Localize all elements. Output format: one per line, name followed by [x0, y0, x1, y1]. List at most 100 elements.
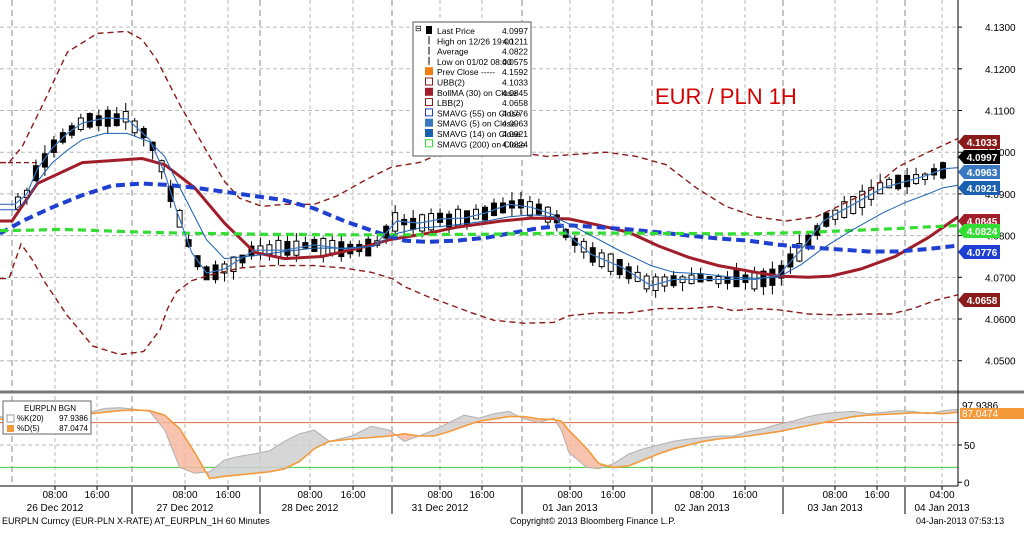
osc-tag-label: 87.0474 — [962, 409, 999, 420]
osc-tag-box — [960, 408, 1024, 419]
osc-fill-above — [688, 437, 704, 445]
candle-body — [212, 264, 219, 281]
xtick-label: 16:00 — [84, 490, 109, 501]
legend-value: 4.0776 — [502, 108, 528, 118]
xtick-label: 16:00 — [340, 490, 365, 501]
main-plot — [0, 30, 958, 356]
candle-body — [86, 113, 93, 128]
candle-body — [697, 273, 704, 283]
legend-value: 4.0997 — [502, 26, 528, 36]
legend-value: 4.0575 — [502, 57, 528, 67]
osc-fill-above — [643, 444, 659, 460]
lbb-line — [0, 242, 958, 356]
legend-label: SMAVG (14) on Close — [437, 129, 521, 139]
price-tag-box — [958, 224, 1000, 238]
date-label: 26 Dec 2012 — [27, 503, 84, 514]
date-label: 31 Dec 2012 — [412, 503, 469, 514]
osc-ytick-label: 0 — [964, 478, 970, 489]
bollma-line — [0, 156, 958, 279]
price-tag-label: 4.0776 — [967, 248, 998, 259]
osc-fill-above — [838, 411, 854, 420]
smavg14-line — [0, 132, 958, 279]
osc-fill-below — [523, 416, 539, 423]
price-tag-box — [958, 165, 1000, 179]
price-tag: 4.0658 — [958, 293, 1000, 307]
osc-legend-value: 97.9386 — [59, 414, 88, 423]
candle-body — [733, 268, 740, 288]
legend-value: 4.1033 — [502, 78, 528, 88]
candle-body — [167, 185, 174, 202]
legend-label: Prev Close ----- — [437, 67, 495, 77]
osc-legend-label: %K(20) — [17, 414, 44, 423]
legend-value: 4.0845 — [502, 88, 528, 98]
xtick-label: 16:00 — [469, 490, 494, 501]
candle-body — [571, 237, 578, 246]
ytick-label: 4.1100 — [985, 107, 1015, 118]
candle-body — [473, 208, 480, 220]
ytick-label: 4.1200 — [985, 65, 1016, 76]
price-tag-box — [958, 293, 1000, 307]
osc-fill-below — [568, 430, 587, 468]
date-label: 28 Dec 2012 — [282, 503, 339, 514]
osc-legend-swatch — [7, 425, 14, 432]
candle-body — [751, 272, 758, 290]
osc-fill-above — [209, 459, 225, 479]
osc-fill-above — [254, 450, 270, 474]
ytick-label: 4.0500 — [985, 357, 1016, 368]
legend-icon-outline — [425, 77, 433, 86]
date-label: 03 Jan 2013 — [807, 503, 862, 514]
legend-icon-outline — [425, 98, 433, 107]
legend-icon-outline — [425, 139, 433, 148]
xtick-label: 08:00 — [427, 490, 452, 501]
date-label: 04 Jan 2013 — [914, 503, 969, 514]
legend-value: 4.0822 — [502, 47, 528, 57]
candle-body — [284, 241, 291, 256]
osc-fill-above — [434, 422, 450, 437]
price-tag-label: 4.0921 — [967, 184, 998, 195]
price-tag-box — [958, 181, 1000, 195]
xtick-label: 08:00 — [822, 490, 847, 501]
ubb-line — [0, 30, 958, 222]
candle-body — [742, 274, 749, 283]
date-label: 27 Dec 2012 — [157, 503, 214, 514]
legend-label: LBB(2) — [437, 98, 464, 108]
price-tag: 4.0921 — [958, 181, 1000, 195]
price-tag-box — [958, 150, 1000, 164]
xtick-label: 16:00 — [215, 490, 240, 501]
footer-ticker: EURPLN Curncy (EUR-PLN X-RATE) AT_EURPLN… — [2, 516, 270, 526]
osc-legend-value: 87.0474 — [59, 424, 88, 433]
price-tag-label: 4.0845 — [967, 217, 998, 228]
legend-icon-swatch — [425, 118, 433, 127]
ytick-label: 4.0900 — [985, 190, 1016, 201]
legend-icon-swatch — [425, 67, 433, 76]
candle-body — [499, 202, 506, 214]
osc-legend-title: EURPLN BGN — [24, 404, 76, 413]
price-tag-label: 4.0824 — [967, 227, 998, 238]
candle-body — [886, 178, 893, 189]
candle-body — [895, 174, 902, 190]
candle-body — [122, 110, 129, 123]
legend-label: SMAVG (5) on Close — [437, 119, 516, 129]
candle-body — [706, 276, 713, 282]
osc-fill-above — [613, 453, 629, 468]
ytick-label: 4.0600 — [985, 315, 1016, 326]
price-tag: 4.1033 — [958, 135, 1000, 149]
xtick-label: 08:00 — [297, 490, 322, 501]
xtick-label: 08:00 — [42, 490, 67, 501]
legend-value: 4.1592 — [502, 67, 528, 77]
legend-label: SMAVG (55) on Close — [437, 108, 521, 118]
ytick-label: 4.0700 — [985, 273, 1016, 284]
legend-value: 4.1211 — [503, 36, 529, 46]
chart-title: EUR / PLN 1H — [655, 84, 797, 109]
price-tag-box — [958, 135, 1000, 149]
candle-body — [544, 206, 551, 223]
osc-tag: 87.0474 — [960, 408, 1024, 420]
legend-value: 4.0658 — [502, 98, 528, 108]
osc-d-line — [0, 409, 958, 480]
ytick-label: 4.1000 — [985, 148, 1016, 159]
candle-body — [437, 212, 444, 223]
date-label: 02 Jan 2013 — [674, 503, 729, 514]
osc-legend-swatch — [6, 414, 15, 423]
